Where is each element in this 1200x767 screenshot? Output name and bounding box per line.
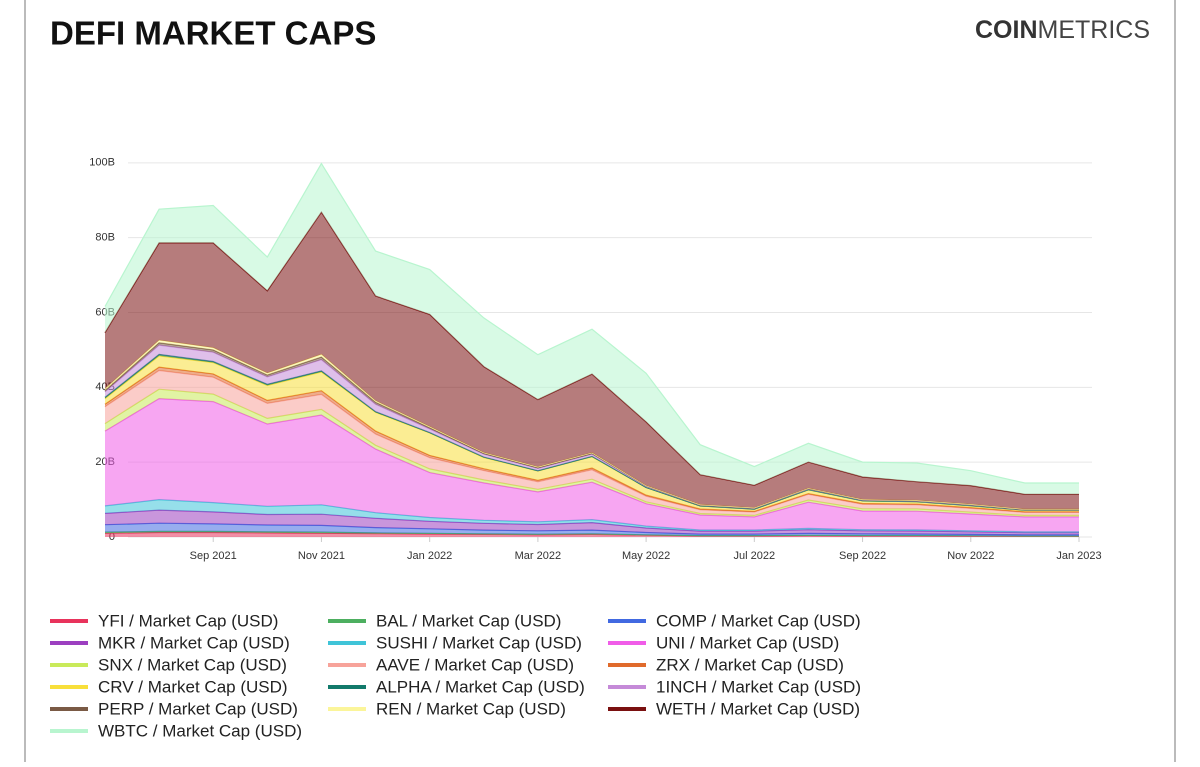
legend-label: COMP / Market Cap (USD): [656, 611, 861, 630]
legend-label: UNI / Market Cap (USD): [656, 633, 839, 652]
area-fill: [105, 212, 1079, 510]
area-fill: [105, 345, 1079, 511]
legend-label: ALPHA / Market Cap (USD): [376, 677, 585, 696]
legend-label: PERP / Market Cap (USD): [98, 699, 298, 718]
area-fill: [105, 355, 1079, 512]
legend-label: REN / Market Cap (USD): [376, 699, 566, 718]
area-fill: [105, 499, 1079, 533]
legend-label: YFI / Market Cap (USD): [98, 611, 278, 630]
x-tick-label: Mar 2022: [515, 550, 561, 562]
legend-label: SUSHI / Market Cap (USD): [376, 633, 582, 652]
x-tick-label: Jul 2022: [734, 550, 776, 562]
x-tick-label: Jan 2023: [1056, 550, 1101, 562]
legend-label: CRV / Market Cap (USD): [98, 677, 288, 696]
x-tick-label: Sep 2021: [190, 550, 237, 562]
legend-label: SNX / Market Cap (USD): [98, 655, 287, 674]
area-fill: [105, 370, 1079, 516]
chart-title: DEFI MARKET CAPS: [50, 15, 376, 52]
y-tick-label: 80B: [95, 232, 115, 244]
legend-label: MKR / Market Cap (USD): [98, 633, 290, 652]
plot-area: [104, 162, 1079, 537]
x-tick-label: Nov 2022: [947, 550, 994, 562]
x-tick-label: Nov 2021: [298, 550, 345, 562]
area-line: [104, 162, 1079, 484]
y-tick-label: 100B: [89, 157, 115, 169]
x-tick-label: May 2022: [622, 550, 670, 562]
legend-label: 1INCH / Market Cap (USD): [656, 677, 861, 696]
x-tick-label: Jan 2022: [407, 550, 452, 562]
legend-label: WETH / Market Cap (USD): [656, 699, 860, 718]
legend-label: WBTC / Market Cap (USD): [98, 721, 302, 740]
x-tick-label: Sep 2022: [839, 550, 886, 562]
legend-label: BAL / Market Cap (USD): [376, 611, 561, 630]
legend-label: AAVE / Market Cap (USD): [376, 655, 574, 674]
logo: COINMETRICS: [975, 16, 1150, 44]
legend-label: ZRX / Market Cap (USD): [656, 655, 844, 674]
logo-light: METRICS: [1038, 16, 1151, 44]
logo-bold: COIN: [975, 16, 1038, 44]
area-fill: [105, 398, 1079, 532]
area-fill: [105, 163, 1079, 495]
